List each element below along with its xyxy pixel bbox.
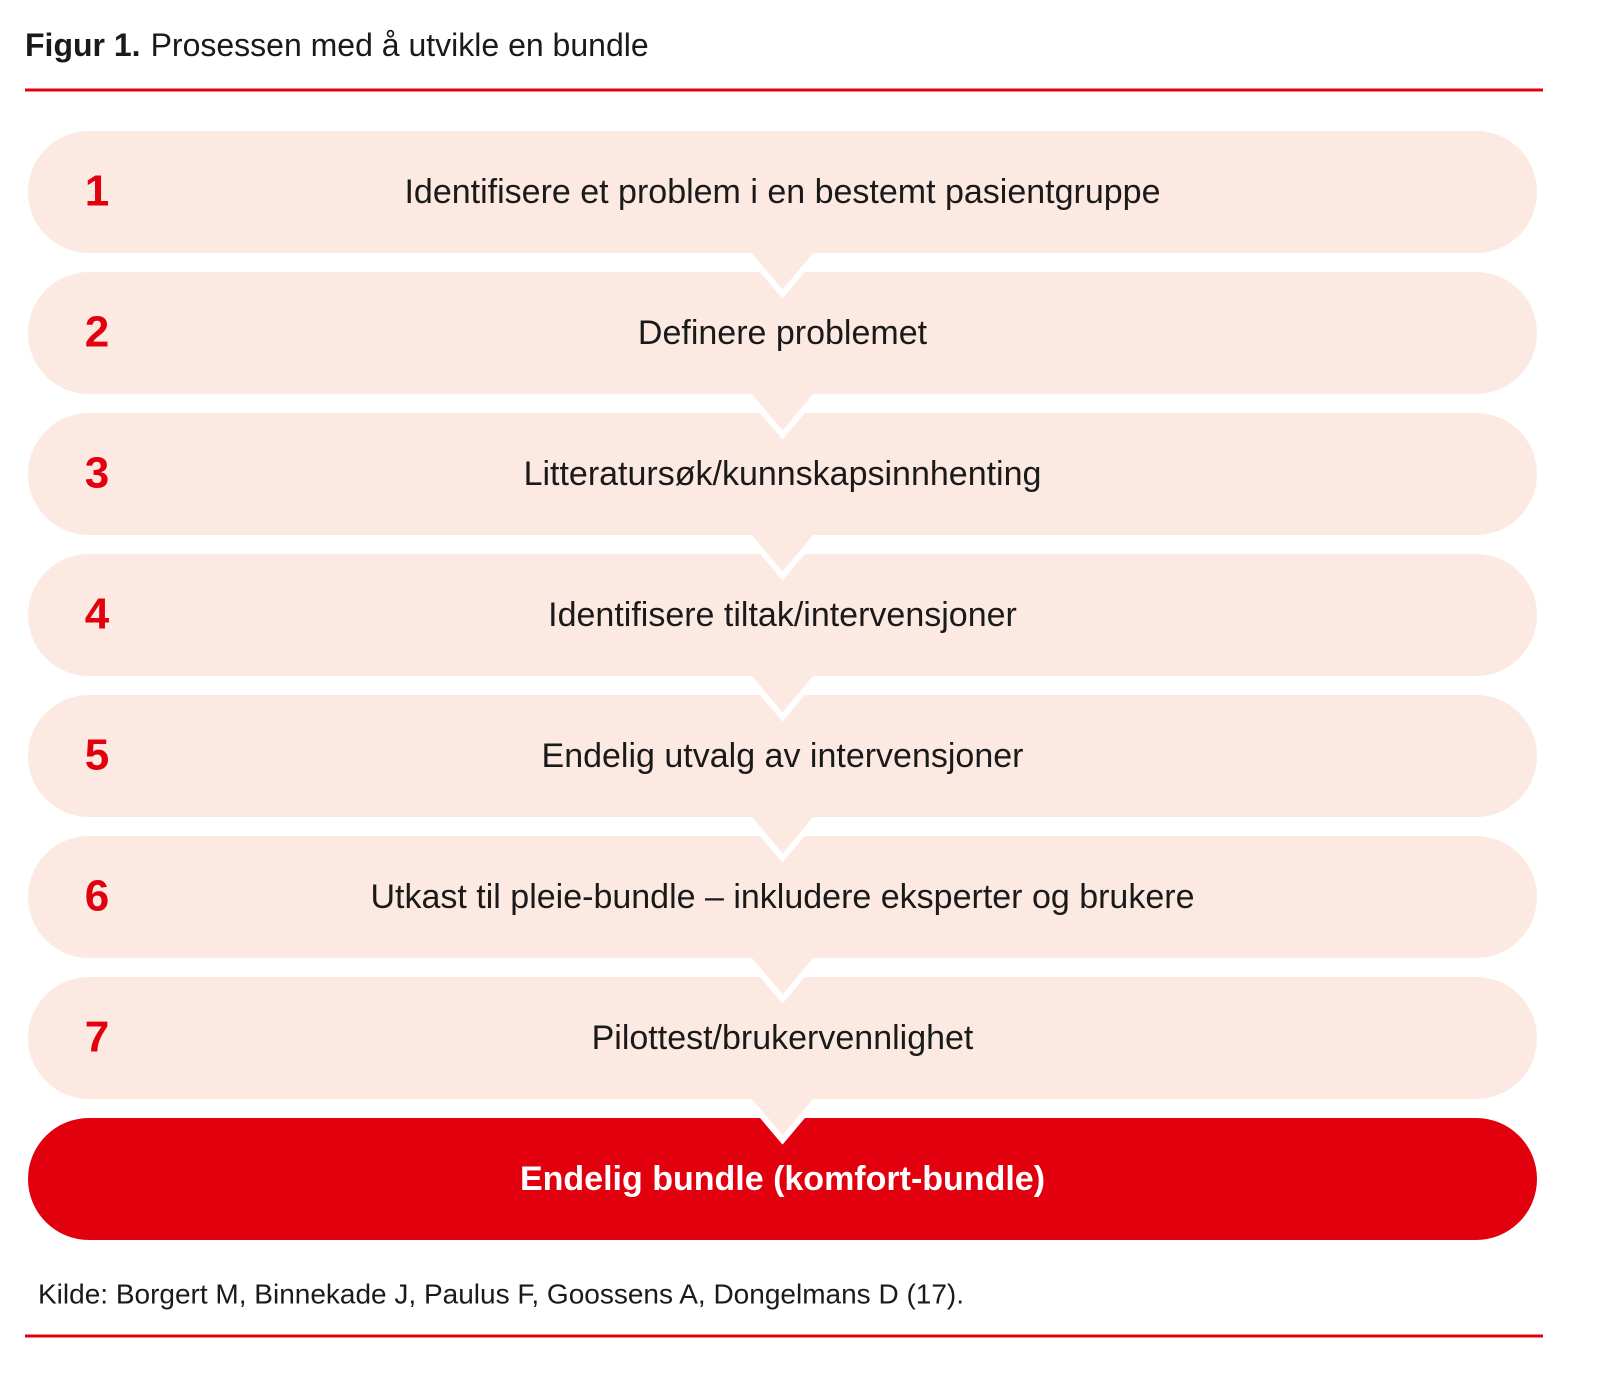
step-number: 4: [85, 590, 110, 639]
step-text: Litteratursøk/kunnskapsinnhenting: [524, 455, 1042, 493]
step-text: Definere problemet: [638, 314, 928, 352]
step-text: Utkast til pleie-bundle – inkludere eksp…: [370, 878, 1194, 916]
step-box: [22, 830, 1543, 1004]
final-text: Endelig bundle (komfort-bundle): [520, 1160, 1045, 1198]
step-number: 5: [85, 731, 109, 780]
step-box: [22, 125, 1543, 299]
step-box: [22, 548, 1543, 722]
step-number: 1: [85, 167, 109, 216]
step-number: 6: [85, 872, 109, 921]
figure-title: Prosessen med å utvikle en bundle: [151, 27, 649, 63]
step-box: [22, 407, 1543, 581]
step-number: 3: [85, 449, 109, 498]
step-box: [22, 266, 1543, 440]
figure-label: Figur 1.: [25, 27, 141, 63]
step-text: Identifisere tiltak/intervensjoner: [548, 596, 1017, 634]
step-text: Identifisere et problem i en bestemt pas…: [404, 173, 1160, 211]
step-text: Endelig utvalg av intervensjoner: [542, 737, 1024, 775]
step-box: [22, 971, 1543, 1145]
figure-header: Figur 1. Prosessen med å utvikle en bundl…: [25, 27, 649, 63]
step-box: [22, 689, 1543, 863]
step-text: Pilottest/brukervennlighet: [592, 1019, 974, 1057]
final-box: [22, 1112, 1543, 1246]
flow: Endelig bundle (komfort-bundle) 7 Pilottes…: [22, 125, 1543, 1246]
step-number: 7: [85, 1013, 109, 1062]
step-number: 2: [85, 308, 109, 357]
source: Kilde: Borgert M, Binnekade J, Paulus F,…: [38, 1278, 964, 1309]
